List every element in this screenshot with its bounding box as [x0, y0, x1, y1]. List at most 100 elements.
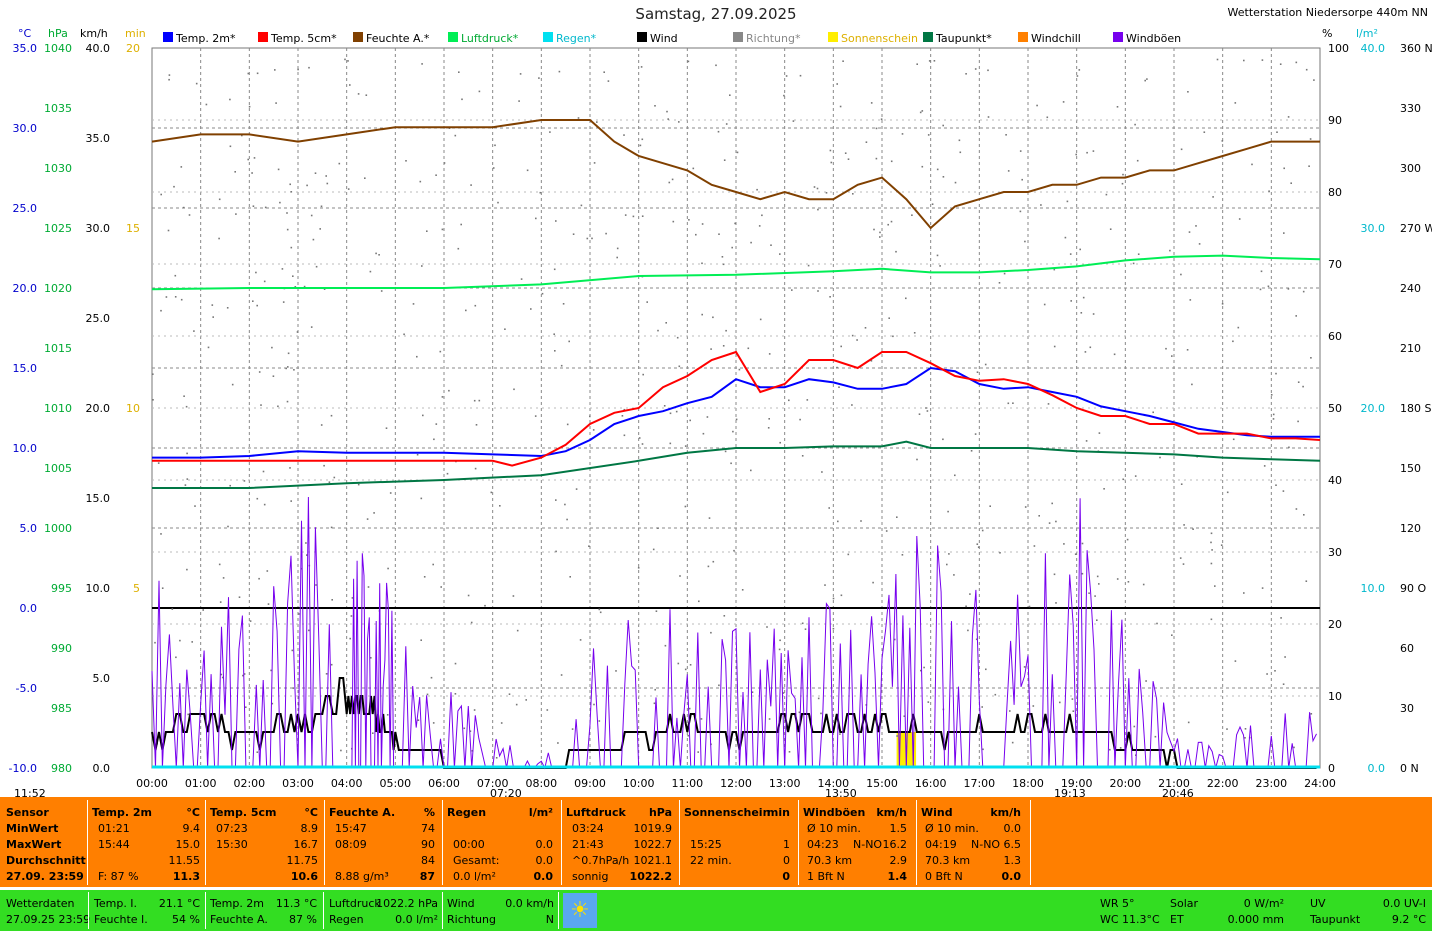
- direction-dot: [1145, 680, 1147, 682]
- direction-dot: [839, 733, 841, 735]
- temp-axis-tick: 25.0: [13, 202, 38, 215]
- stats-humidity-unit: %: [423, 806, 435, 819]
- direction-dot: [1221, 303, 1224, 305]
- direction-dot: [417, 719, 420, 721]
- direction-dot: [186, 568, 188, 571]
- legend-label: Richtung*: [746, 32, 801, 45]
- direction-dot: [186, 478, 189, 480]
- direction-dot: [1282, 490, 1285, 492]
- direction-dot: [824, 584, 826, 586]
- direction-dot: [1023, 666, 1026, 668]
- humidity-axis-tick: 10: [1328, 690, 1342, 703]
- direction-dot: [474, 304, 477, 307]
- direction-dot: [847, 553, 850, 556]
- stats-temp5cm-unit: °C: [304, 806, 318, 819]
- chart-title: Samstag, 27.09.2025: [635, 5, 797, 23]
- direction-dot: [1024, 506, 1027, 508]
- direction-dot: [421, 63, 423, 65]
- direction-dot: [1081, 542, 1084, 545]
- direction-dot: [1075, 153, 1077, 156]
- legend-swatch: [448, 32, 458, 42]
- direction-dot: [847, 158, 850, 160]
- stats-panel: [0, 797, 1432, 887]
- direction-dot: [666, 110, 668, 113]
- direction-dot: [840, 594, 843, 597]
- direction-dot: [918, 413, 921, 415]
- direction-dot: [221, 676, 224, 679]
- direction-dot: [779, 253, 781, 255]
- direction-dot: [987, 69, 989, 72]
- direction-dot: [1263, 465, 1266, 467]
- direction-dot: [1040, 204, 1042, 206]
- rain-axis-tick: 0.0: [1368, 762, 1386, 775]
- hum-i-label: Feuchte I.: [94, 913, 148, 926]
- series-line-luftdruck-: [151, 254, 1321, 291]
- direction-dot: [864, 327, 867, 329]
- legend-item: Taupunkt*: [923, 32, 992, 45]
- direction-dot: [474, 467, 477, 470]
- direction-dot: [1116, 578, 1119, 580]
- direction-dot: [657, 527, 659, 529]
- direction-dot: [1268, 190, 1270, 192]
- direction-dot: [792, 120, 795, 122]
- direction-dot: [702, 432, 705, 435]
- pressure-axis-tick: 1000: [44, 522, 72, 535]
- direction-dot: [977, 546, 980, 548]
- humidity-axis-tick: 20: [1328, 618, 1342, 631]
- x-tick-label: 18:00: [1012, 777, 1044, 790]
- direction-dot: [303, 285, 306, 288]
- direction-dot: [701, 262, 703, 265]
- direction-dot: [420, 639, 422, 641]
- direction-dot: [1287, 288, 1290, 290]
- direction-dot: [903, 715, 906, 717]
- temp-2m-label: Temp. 2m: [210, 897, 265, 910]
- direction-dot: [1098, 432, 1101, 434]
- direction-dot: [1171, 355, 1173, 357]
- direction-dot: [1182, 563, 1185, 565]
- direction-dot: [471, 750, 474, 752]
- direction-dot: [820, 712, 822, 715]
- temp-axis-tick: -10.0: [9, 762, 37, 775]
- direction-dot: [416, 355, 418, 358]
- direction-dot: [534, 415, 537, 417]
- direction-dot: [646, 301, 648, 303]
- direction-dot: [675, 410, 678, 413]
- direction-dot: [838, 386, 840, 388]
- direction-dot: [183, 395, 185, 397]
- direction-dot: [1019, 150, 1022, 152]
- direction-dot: [308, 629, 310, 632]
- direction-dot: [308, 66, 310, 69]
- humidity-axis-tick: 70: [1328, 258, 1342, 271]
- direction-dot: [732, 430, 734, 433]
- direction-dot: [300, 567, 303, 570]
- stats-temp5cm-header: Temp. 5cm: [210, 806, 277, 819]
- direction-dot: [271, 702, 274, 705]
- direction-dot: [416, 453, 419, 456]
- direction-dot: [290, 191, 293, 193]
- direction-dot: [499, 505, 501, 507]
- direction-dot: [461, 98, 463, 101]
- pressure-axis-tick: 990: [51, 642, 72, 655]
- wind-axis-tick: 30.0: [86, 222, 111, 235]
- sun-marker-label: 13:50: [825, 787, 857, 800]
- wind-value: 0.0 km/h: [505, 897, 554, 910]
- direction-dot: [708, 517, 711, 519]
- direction-dot: [1082, 296, 1085, 299]
- direction-dot: [435, 423, 438, 425]
- direction-dot: [277, 168, 280, 171]
- direction-dot: [218, 237, 220, 240]
- direction-dot: [718, 684, 720, 687]
- stats-rain-value: 0.0: [535, 854, 554, 867]
- direction-dot: [905, 297, 907, 300]
- direction-dot: [671, 178, 674, 181]
- pressure-axis-tick: 980: [51, 762, 72, 775]
- direction-dot: [1076, 75, 1079, 77]
- stats-pressure-header: Luftdruck: [566, 806, 626, 819]
- direction-dot: [423, 576, 426, 578]
- direction-dot: [1282, 683, 1285, 685]
- stats-gusts-header: Windböen: [803, 806, 866, 819]
- direction-dot: [420, 497, 423, 500]
- direction-dot: [807, 264, 810, 267]
- direction-dot: [785, 75, 788, 77]
- direction-dot: [832, 627, 835, 630]
